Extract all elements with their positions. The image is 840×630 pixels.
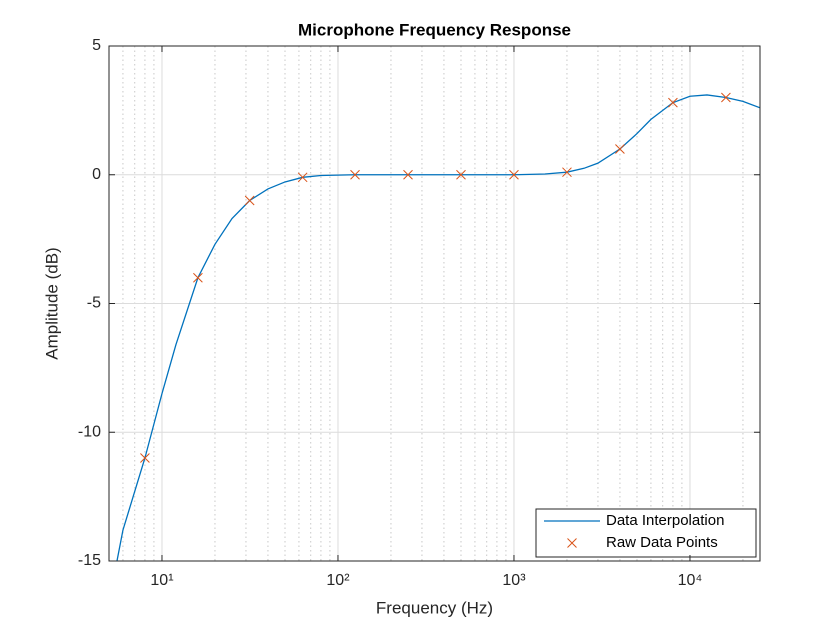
- marker: [297, 172, 308, 183]
- y-tick-label: 0: [92, 166, 101, 183]
- chart-title: Microphone Frequency Response: [298, 20, 571, 39]
- x-tick-label: 10³: [502, 572, 526, 589]
- marker: [562, 167, 572, 178]
- legend-label: Raw Data Points: [606, 534, 718, 551]
- marker: [615, 144, 625, 154]
- y-tick-label: -5: [87, 295, 101, 312]
- marker: [403, 169, 413, 180]
- legend: Data Interpolation Raw Data Points: [535, 508, 757, 558]
- marker: [193, 272, 203, 283]
- x-tick-label: 10¹: [150, 572, 173, 589]
- grid: [109, 45, 760, 562]
- y-axis-label: Amplitude (dB): [42, 247, 61, 359]
- marker: [456, 169, 466, 180]
- marker: [668, 97, 678, 108]
- legend-box: [535, 508, 757, 558]
- marker: [509, 169, 519, 180]
- marker: [567, 538, 577, 548]
- marker: [244, 195, 255, 206]
- marks: [116, 92, 760, 561]
- marker: [350, 169, 360, 180]
- x-axis-label: Frequency (Hz): [376, 598, 493, 617]
- y-tick-label: -15: [78, 552, 101, 569]
- y-tick-label: -10: [78, 423, 101, 440]
- legend-label: Data Interpolation: [606, 512, 724, 529]
- marker: [140, 453, 150, 463]
- marker: [721, 92, 731, 103]
- y-tick-label: 5: [92, 37, 101, 54]
- x-tick-label: 10⁴: [678, 572, 703, 589]
- x-tick-label: 10²: [326, 572, 350, 589]
